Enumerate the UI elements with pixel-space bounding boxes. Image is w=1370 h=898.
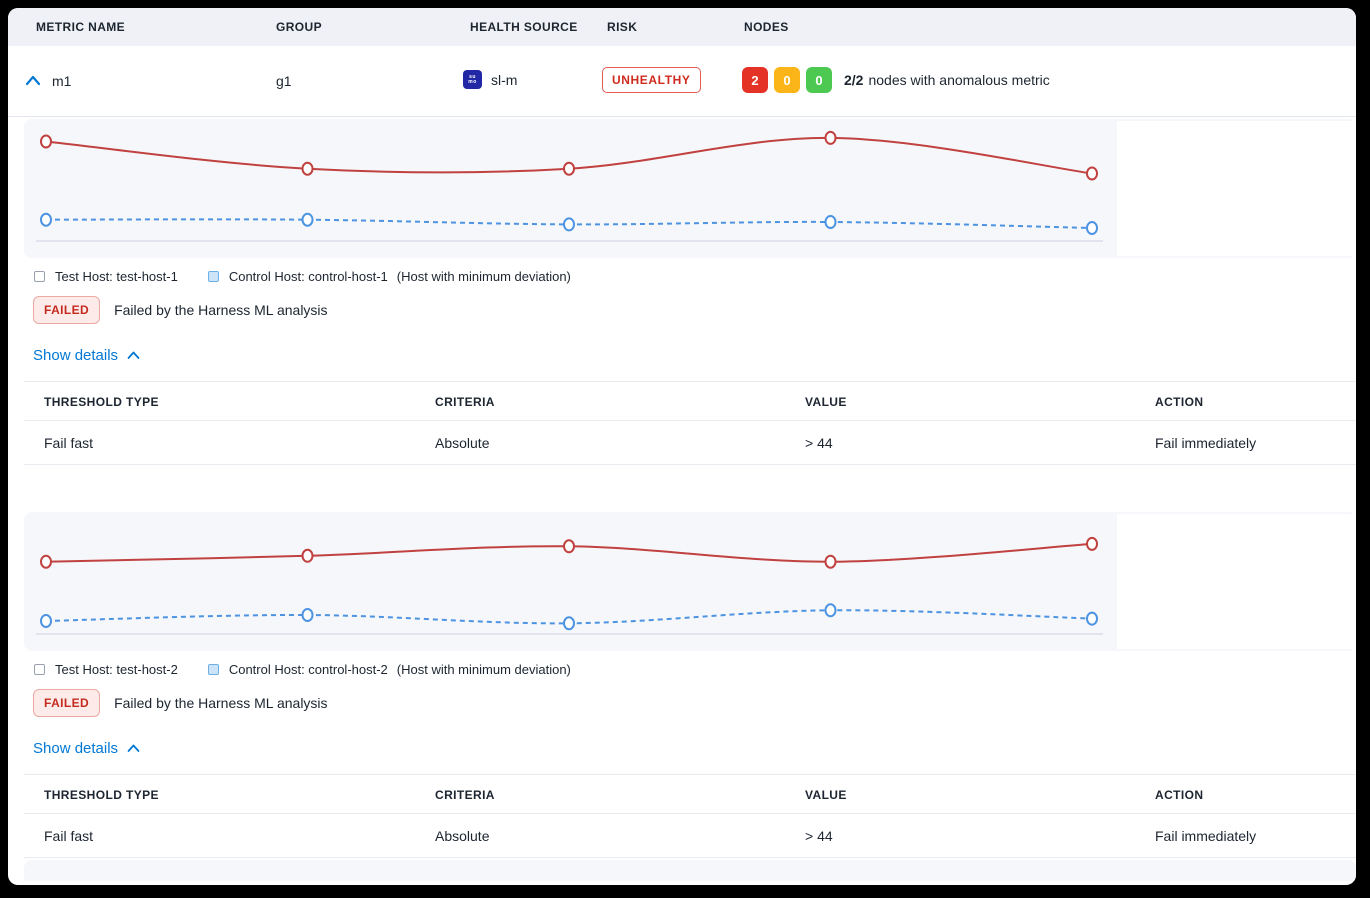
node-analysis-section-1: Test Host: test-host-1 Control Host: con… [8, 119, 1356, 465]
analysis-status-row-2: FAILED Failed by the Harness ML analysis [33, 689, 1356, 717]
column-nodes: NODES [744, 20, 789, 34]
chevron-up-icon [127, 351, 140, 359]
threshold-table-row: Fail fast Absolute > 44 Fail immediately [24, 420, 1356, 465]
col-action: ACTION [1135, 774, 1356, 814]
unhealthy-node-count-badge: 2 [742, 67, 768, 93]
healthy-node-count-badge: 0 [806, 67, 832, 93]
minimum-deviation-note: (Host with minimum deviation) [396, 268, 571, 284]
threshold-table-row: Fail fast Absolute > 44 Fail immediately [24, 813, 1356, 858]
criteria-value: Absolute [415, 420, 785, 465]
threshold-table-header-row: THRESHOLD TYPE CRITERIA VALUE ACTION [24, 381, 1356, 421]
analysis-status-row-1: FAILED Failed by the Harness ML analysis [33, 296, 1356, 324]
nodes-cell: 2 0 0 2/2 nodes with anomalous metric [742, 67, 1050, 93]
control-host-legend-item[interactable]: Control Host: control-host-2 [207, 661, 388, 677]
test-host-legend-label[interactable]: Test Host: test-host-1 [55, 268, 178, 284]
metric-row-m1[interactable]: m1 g1 su mo sl-m UNHEALTHY 2 0 0 2/2 node… [8, 46, 1356, 117]
nodes-ratio: 2/2 [844, 72, 864, 88]
metric-timeseries-chart-2 [36, 536, 1103, 635]
threshold-table-2: THRESHOLD TYPE CRITERIA VALUE ACTION Fai… [24, 774, 1356, 858]
column-risk: RISK [607, 20, 638, 34]
test-host-legend-checkbox[interactable] [34, 270, 45, 282]
collapse-row-button[interactable] [22, 72, 44, 90]
chevron-up-icon [127, 744, 140, 752]
sumo-icon-line2: mo [468, 78, 477, 85]
col-criteria: CRITERIA [415, 774, 785, 814]
next-panel-edge [24, 860, 1356, 881]
nodes-summary-text: nodes with anomalous metric [868, 72, 1050, 88]
show-details-toggle-2[interactable]: Show details [33, 740, 140, 757]
nodes-summary: 2/2 nodes with anomalous metric [844, 72, 1050, 88]
timeseries-chart-panel-1 [24, 119, 1356, 258]
show-details-toggle-1[interactable]: Show details [33, 347, 140, 364]
health-source-cell: su mo sl-m [463, 70, 517, 89]
col-action: ACTION [1135, 381, 1356, 421]
test-host-legend-label[interactable]: Test Host: test-host-2 [55, 661, 178, 677]
chart-side-panel-1 [1117, 121, 1356, 256]
failed-message: Failed by the Harness ML analysis [114, 302, 328, 318]
col-criteria: CRITERIA [415, 381, 785, 421]
column-health-source: HEALTH SOURCE [470, 20, 578, 34]
verification-metrics-window: METRIC NAME GROUP HEALTH SOURCE RISK NOD… [8, 8, 1356, 885]
col-value: VALUE [785, 774, 1135, 814]
control-host-legend-checkbox[interactable] [207, 270, 219, 282]
test-host-legend-checkbox[interactable] [34, 663, 45, 675]
column-metric-name: METRIC NAME [36, 20, 126, 34]
metric-timeseries-chart-1 [36, 130, 1103, 242]
control-host-legend-item[interactable]: Control Host: control-host-1 [207, 268, 388, 284]
threshold-table-header-row: THRESHOLD TYPE CRITERIA VALUE ACTION [24, 774, 1356, 814]
control-host-legend-label[interactable]: Control Host: control-host-2 [228, 661, 388, 677]
group-value: g1 [276, 73, 292, 89]
threshold-type-value: Fail fast [24, 420, 415, 465]
criteria-value: Absolute [415, 813, 785, 858]
action-value: Fail immediately [1135, 813, 1356, 858]
value-value: > 44 [785, 420, 1135, 465]
sumo-logic-icon: su mo [463, 70, 482, 89]
chevron-up-icon [25, 75, 41, 85]
minimum-deviation-note: (Host with minimum deviation) [396, 661, 571, 677]
metric-name-value: m1 [52, 73, 72, 89]
action-value: Fail immediately [1135, 420, 1356, 465]
control-host-legend-checkbox[interactable] [207, 663, 219, 675]
control-host-legend-label[interactable]: Control Host: control-host-1 [228, 268, 388, 284]
node-analysis-section-2: Test Host: test-host-2 Control Host: con… [8, 512, 1356, 858]
chart-legend-1: Test Host: test-host-1 Control Host: con… [34, 265, 1356, 287]
chart-legend-2: Test Host: test-host-2 Control Host: con… [34, 658, 1356, 680]
chart-side-panel-2 [1117, 514, 1356, 649]
risk-status-badge: UNHEALTHY [602, 67, 701, 93]
failed-badge: FAILED [33, 296, 101, 324]
threshold-type-value: Fail fast [24, 813, 415, 858]
column-group: GROUP [276, 20, 323, 34]
health-source-value: sl-m [491, 71, 518, 88]
col-value: VALUE [785, 381, 1135, 421]
sumo-icon-line1: su [469, 73, 476, 80]
show-details-label[interactable]: Show details [33, 347, 119, 364]
observe-node-count-badge: 0 [774, 67, 800, 93]
failed-message: Failed by the Harness ML analysis [114, 695, 328, 711]
metrics-table-header: METRIC NAME GROUP HEALTH SOURCE RISK NOD… [8, 8, 1356, 46]
value-value: > 44 [785, 813, 1135, 858]
threshold-table-1: THRESHOLD TYPE CRITERIA VALUE ACTION Fai… [24, 381, 1356, 465]
timeseries-chart-panel-2 [24, 512, 1356, 651]
col-threshold-type: THRESHOLD TYPE [24, 381, 415, 421]
failed-badge: FAILED [33, 689, 101, 717]
show-details-label[interactable]: Show details [33, 740, 119, 757]
col-threshold-type: THRESHOLD TYPE [24, 774, 415, 814]
